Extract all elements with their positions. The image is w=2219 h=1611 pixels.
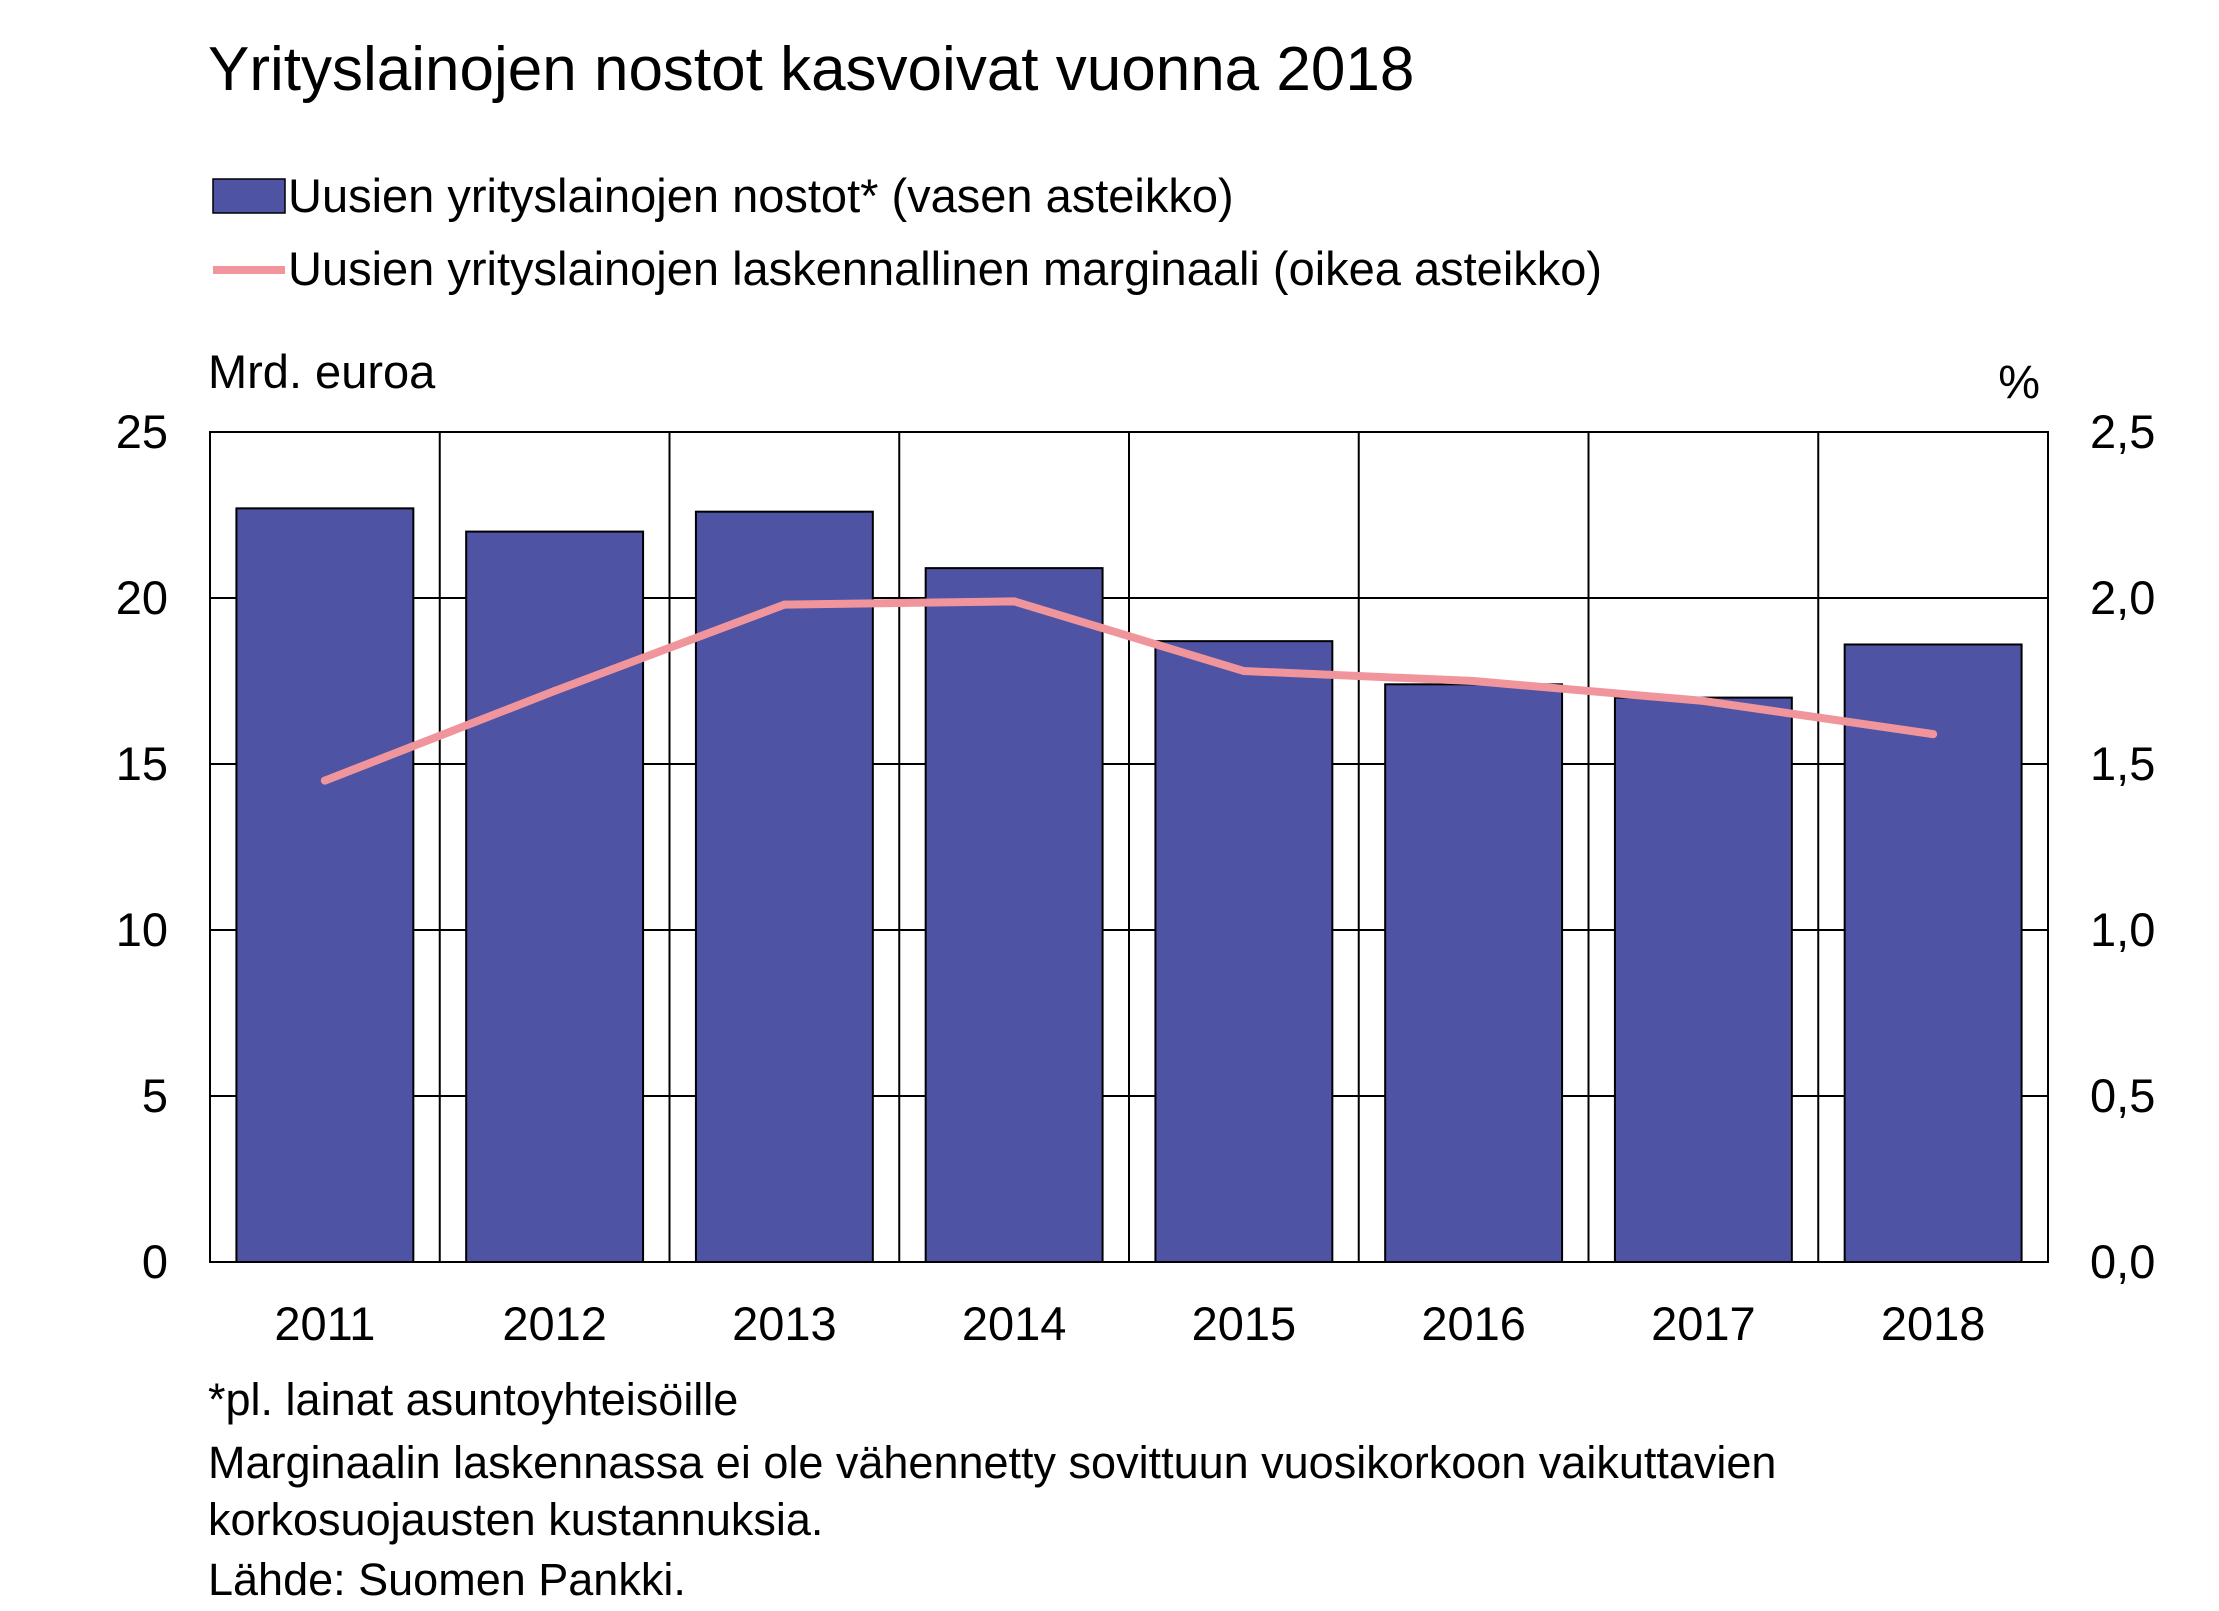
margin-point-2018 (1929, 730, 1938, 739)
bar-2016 (1384, 683, 1564, 1263)
note-method-line1: Marginaalin laskennassa ei ole vähennett… (208, 1437, 1776, 1488)
right-tick-label: 0,5 (2090, 1069, 2155, 1122)
right-tick-label: 1,5 (2090, 737, 2155, 790)
left-axis-ticks: 0 5 10 15 20 25 (116, 405, 168, 1288)
right-tick-label: 2,0 (2090, 571, 2155, 624)
left-axis-label: Mrd. euroa (208, 345, 436, 398)
margin-line (320, 597, 1938, 785)
notes: *pl. lainat asuntoyhteisöille Marginaali… (208, 1374, 1776, 1605)
x-tick-label: 2014 (962, 1297, 1067, 1350)
plot-border (209, 431, 2049, 1263)
legend-label-bars: Uusien yrityslainojen nostot* (vasen ast… (288, 169, 1234, 222)
left-tick-label: 15 (116, 737, 168, 790)
legend: Uusien yrityslainojen nostot* (vasen ast… (212, 169, 1602, 295)
x-tick-label: 2011 (274, 1297, 375, 1350)
bar-2012 (465, 530, 645, 1263)
left-tick-label: 5 (142, 1069, 168, 1122)
margin-point-2012 (550, 686, 559, 695)
note-footnote: *pl. lainat asuntoyhteisöille (208, 1374, 738, 1425)
left-tick-label: 20 (116, 571, 168, 624)
x-axis-ticks: 2011 2012 2013 2014 2015 2016 2017 2018 (274, 1297, 1985, 1350)
legend-label-line: Uusien yrityslainojen laskennallinen mar… (288, 242, 1602, 295)
bar-2018 (1843, 643, 2023, 1263)
x-tick-label: 2015 (1192, 1297, 1297, 1350)
right-axis-ticks: 0,0 0,5 1,0 1,5 2,0 2,5 (2090, 405, 2155, 1288)
margin-point-2013 (780, 600, 789, 609)
right-axis-label: % (1998, 355, 2040, 408)
note-source: Lähde: Suomen Pankki. (208, 1554, 686, 1605)
chart-title: Yrityslainojen nostot kasvoivat vuonna 2… (208, 35, 1414, 104)
right-tick-label: 2,5 (2090, 405, 2155, 458)
legend-swatch-bars (212, 178, 286, 214)
bar-2017 (1613, 696, 1793, 1263)
note-method-line2: korkosuojausten kustannuksia. (208, 1494, 823, 1545)
margin-point-2016 (1469, 677, 1478, 685)
line-series (320, 597, 1938, 785)
right-tick-label: 0,0 (2090, 1235, 2155, 1288)
margin-point-2017 (1699, 696, 1708, 705)
margin-point-2011 (320, 776, 329, 785)
left-tick-label: 0 (142, 1235, 168, 1288)
x-tick-label: 2016 (1421, 1297, 1526, 1350)
x-tick-label: 2013 (732, 1297, 837, 1350)
bar-2011 (235, 507, 415, 1263)
left-tick-label: 10 (116, 903, 168, 956)
right-tick-label: 1,0 (2090, 903, 2155, 956)
left-tick-label: 25 (116, 405, 168, 458)
margin-point-2015 (1239, 667, 1248, 676)
x-tick-label: 2017 (1651, 1297, 1756, 1350)
x-tick-label: 2012 (502, 1297, 607, 1350)
bar-2014 (924, 567, 1104, 1263)
bar-2013 (694, 510, 874, 1263)
x-tick-label: 2018 (1881, 1297, 1986, 1350)
margin-point-2014 (1010, 597, 1019, 606)
bars (235, 507, 2023, 1263)
bar-2015 (1154, 640, 1334, 1263)
